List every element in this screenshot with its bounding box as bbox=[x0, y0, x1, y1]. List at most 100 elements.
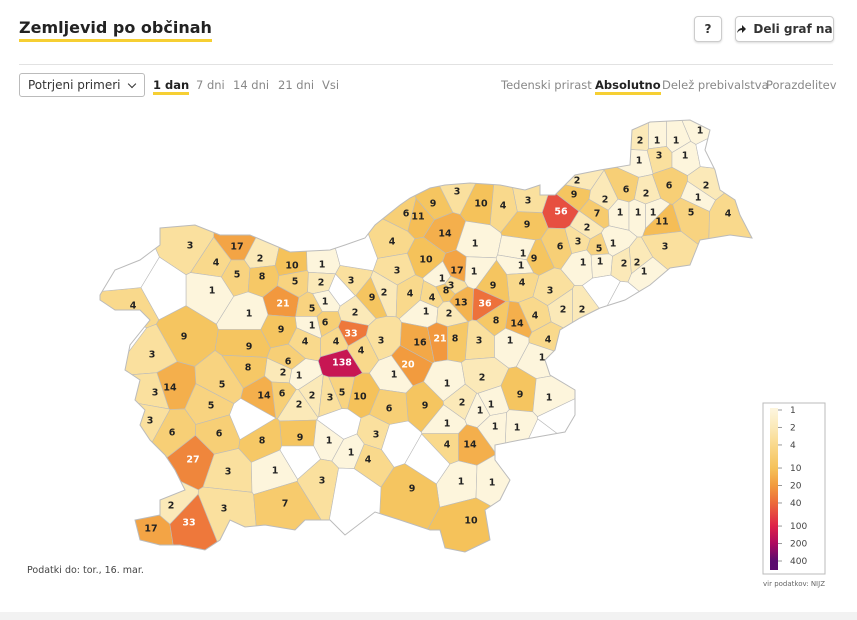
value-label: 2 bbox=[459, 398, 466, 409]
legend-label: 40 bbox=[790, 499, 802, 509]
value-label: 1 bbox=[617, 208, 624, 219]
value-label: 10 bbox=[464, 516, 478, 527]
period-tab[interactable]: 21 dni bbox=[278, 78, 315, 92]
value-label: 1 bbox=[673, 136, 680, 147]
period-tab[interactable]: Vsi bbox=[322, 78, 340, 92]
value-label: 1 bbox=[472, 239, 479, 250]
value-label: 2 bbox=[579, 305, 586, 316]
value-label: 1 bbox=[322, 297, 329, 308]
value-label: 3 bbox=[187, 241, 194, 252]
value-label: 14 bbox=[163, 383, 177, 394]
value-label: 6 bbox=[403, 209, 410, 220]
value-label: 3 bbox=[394, 266, 401, 277]
value-label: 17 bbox=[144, 524, 157, 535]
value-label: 1 bbox=[650, 208, 657, 219]
share-button[interactable]: Deli graf na bbox=[735, 16, 834, 42]
value-label: 3 bbox=[525, 196, 532, 207]
value-label: 1 bbox=[514, 423, 521, 434]
value-label: 21 bbox=[276, 299, 289, 310]
value-label: 3 bbox=[152, 388, 159, 399]
value-label: 1 bbox=[348, 448, 355, 459]
value-label: 1 bbox=[439, 274, 446, 285]
value-label: 1 bbox=[546, 393, 553, 404]
value-label: 1 bbox=[635, 208, 642, 219]
value-label: 4 bbox=[725, 209, 732, 220]
value-label: 9 bbox=[422, 401, 429, 412]
value-label: 7 bbox=[594, 209, 601, 220]
value-label: 9 bbox=[181, 332, 188, 343]
value-label: 2 bbox=[296, 400, 303, 411]
mode-tab[interactable]: Delež prebivalstva bbox=[662, 78, 769, 92]
legend-label: 2 bbox=[790, 423, 796, 433]
value-label: 36 bbox=[478, 299, 492, 310]
municipality bbox=[274, 144, 308, 277]
municipality bbox=[302, 138, 341, 275]
value-label: 3 bbox=[662, 242, 669, 253]
value-label: 6 bbox=[169, 428, 176, 439]
source: vir podatkov: NIJZ bbox=[763, 580, 825, 588]
legend-label: 4 bbox=[790, 441, 796, 451]
municipality bbox=[627, 256, 752, 409]
value-label: 3 bbox=[656, 151, 663, 162]
value-label: 5 bbox=[309, 304, 316, 315]
value-label: 9 bbox=[517, 390, 524, 401]
value-label: 9 bbox=[297, 433, 304, 444]
legend-label: 10 bbox=[790, 464, 802, 474]
share-icon bbox=[737, 25, 747, 33]
municipality bbox=[628, 236, 654, 275]
mode-tab[interactable]: Absolutno bbox=[595, 78, 661, 95]
value-label: 16 bbox=[413, 338, 427, 349]
value-label: 5 bbox=[292, 277, 299, 288]
value-label: 4 bbox=[333, 337, 340, 348]
value-label: 1 bbox=[695, 193, 702, 204]
help-button[interactable]: ? bbox=[694, 16, 722, 42]
value-label: 13 bbox=[454, 298, 467, 309]
value-label: 3 bbox=[448, 281, 455, 292]
value-label: 33 bbox=[182, 518, 195, 529]
value-label: 1 bbox=[423, 307, 430, 318]
value-label: 11 bbox=[411, 212, 424, 223]
value-label: 6 bbox=[216, 429, 223, 440]
value-label: 1 bbox=[492, 422, 499, 433]
select[interactable]: Potrjeni primeri bbox=[19, 73, 145, 97]
value-label: 4 bbox=[429, 293, 436, 304]
value-label: 1 bbox=[489, 478, 496, 489]
value-label: 1 bbox=[272, 466, 279, 477]
municipality-blank bbox=[537, 375, 752, 446]
value-label: 6 bbox=[557, 242, 564, 253]
value-label: 1 bbox=[539, 353, 546, 364]
value-label: 3 bbox=[454, 187, 461, 198]
municipality bbox=[213, 120, 305, 261]
municipality-blank bbox=[279, 445, 321, 480]
mode-tab[interactable]: Porazdelitev bbox=[766, 78, 837, 92]
mode-tab[interactable]: Tedenski prirast bbox=[501, 78, 592, 92]
municipality-blank bbox=[381, 420, 423, 468]
municipality bbox=[518, 296, 552, 333]
value-label: 9 bbox=[369, 293, 376, 304]
value-label: 56 bbox=[554, 207, 568, 218]
period-tab[interactable]: 1 dan bbox=[153, 78, 190, 95]
value-label: 1 bbox=[296, 371, 303, 382]
value-label: 2 bbox=[621, 259, 628, 270]
value-label: 5 bbox=[596, 244, 603, 255]
municipality-blank bbox=[316, 408, 362, 440]
value-label: 17 bbox=[450, 266, 463, 277]
value-label: 8 bbox=[259, 272, 266, 283]
municipality-blank bbox=[404, 433, 451, 485]
value-label: 9 bbox=[531, 254, 538, 265]
municipality bbox=[100, 474, 178, 552]
value-label: 3 bbox=[547, 286, 554, 297]
period-tab[interactable]: 14 dni bbox=[233, 78, 270, 92]
municipality bbox=[588, 169, 619, 211]
value-label: 1 bbox=[458, 477, 465, 488]
municipality-blank bbox=[356, 120, 520, 186]
value-label: 2 bbox=[168, 501, 175, 512]
value-label: 1 bbox=[580, 258, 587, 269]
municipality bbox=[518, 120, 606, 191]
value-label: 1 bbox=[610, 239, 617, 250]
value-label: 2 bbox=[634, 258, 641, 269]
period-tab[interactable]: 7 dni bbox=[196, 78, 225, 92]
municipality bbox=[640, 231, 752, 345]
